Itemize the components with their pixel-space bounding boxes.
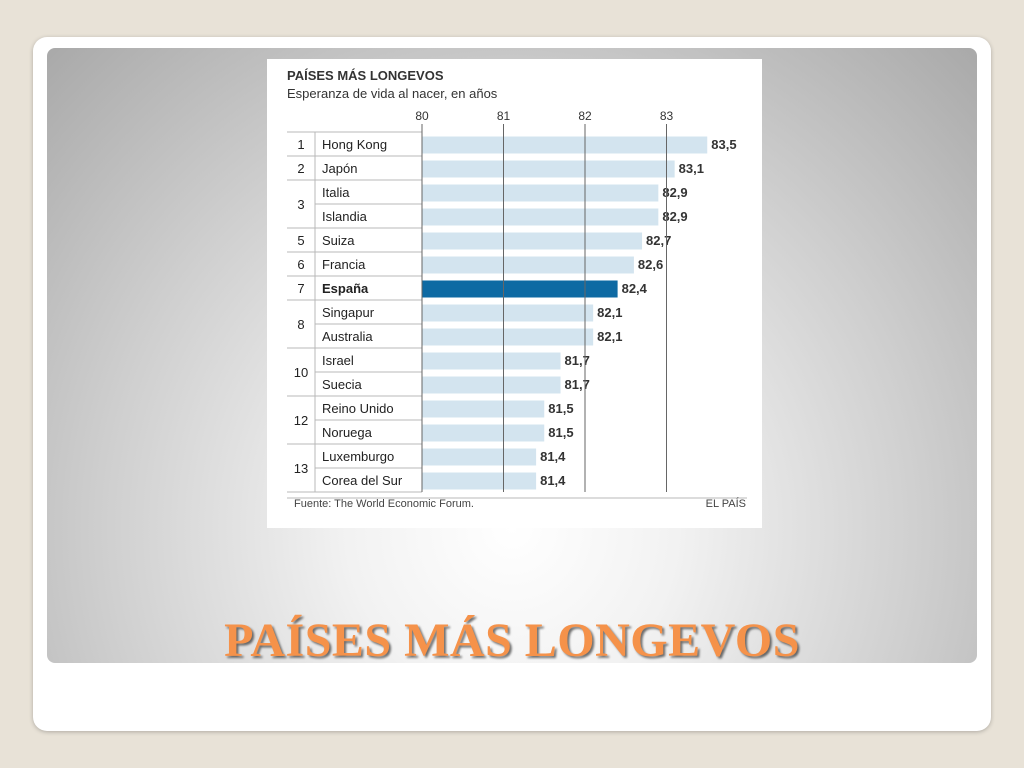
value-label: 83,5 bbox=[711, 137, 736, 152]
country-label: Noruega bbox=[322, 425, 373, 440]
bar bbox=[422, 304, 594, 322]
tick-label: 82 bbox=[578, 109, 592, 123]
rank-label: 13 bbox=[294, 461, 308, 476]
country-label: Hong Kong bbox=[322, 137, 387, 152]
rank-label: 2 bbox=[297, 161, 304, 176]
rank-label: 7 bbox=[297, 281, 304, 296]
bar bbox=[422, 352, 561, 370]
slide-title: PAÍSES MÁS LONGEVOS bbox=[224, 614, 800, 667]
value-label: 81,4 bbox=[540, 473, 566, 488]
chart-title: PAÍSES MÁS LONGEVOS bbox=[287, 68, 444, 83]
rank-label: 1 bbox=[297, 137, 304, 152]
country-label: Suiza bbox=[322, 233, 355, 248]
rank-label: 10 bbox=[294, 365, 308, 380]
country-label: Singapur bbox=[322, 305, 375, 320]
bar bbox=[422, 256, 634, 274]
chart-subtitle: Esperanza de vida al nacer, en años bbox=[287, 86, 498, 101]
country-label: Suecia bbox=[322, 377, 363, 392]
chart-card: PAÍSES MÁS LONGEVOS Esperanza de vida al… bbox=[267, 59, 762, 528]
bar bbox=[422, 280, 618, 298]
rank-label: 6 bbox=[297, 257, 304, 272]
value-label: 82,1 bbox=[597, 329, 622, 344]
bar bbox=[422, 472, 537, 490]
country-label: Japón bbox=[322, 161, 357, 176]
country-label: Corea del Sur bbox=[322, 473, 403, 488]
country-label: Reino Unido bbox=[322, 401, 394, 416]
tick-label: 83 bbox=[660, 109, 674, 123]
country-label: Israel bbox=[322, 353, 354, 368]
value-label: 82,1 bbox=[597, 305, 622, 320]
country-label: Francia bbox=[322, 257, 366, 272]
bar bbox=[422, 400, 545, 418]
country-label: España bbox=[322, 281, 369, 296]
value-label: 81,4 bbox=[540, 449, 566, 464]
bar bbox=[422, 424, 545, 442]
country-label: Islandia bbox=[322, 209, 368, 224]
rank-label: 12 bbox=[294, 413, 308, 428]
value-label: 82,6 bbox=[638, 257, 663, 272]
rank-label: 8 bbox=[297, 317, 304, 332]
value-label: 82,7 bbox=[646, 233, 671, 248]
tick-label: 80 bbox=[415, 109, 429, 123]
bar bbox=[422, 328, 594, 346]
bar bbox=[422, 208, 659, 226]
brand-credit: EL PAÍS bbox=[705, 498, 746, 510]
value-label: 81,7 bbox=[565, 377, 590, 392]
value-label: 81,5 bbox=[548, 401, 573, 416]
value-label: 81,5 bbox=[548, 425, 573, 440]
value-label: 83,1 bbox=[679, 161, 704, 176]
value-label: 82,9 bbox=[662, 209, 687, 224]
value-label: 82,4 bbox=[622, 281, 648, 296]
value-label: 82,9 bbox=[662, 185, 687, 200]
bar-chart: Hong Kong 83,5 Japón 83,1 Italia 82,9 Islandia… bbox=[287, 109, 747, 499]
country-label: Italia bbox=[322, 185, 350, 200]
bar bbox=[422, 136, 708, 154]
country-label: Australia bbox=[322, 329, 373, 344]
rank-label: 3 bbox=[297, 197, 304, 212]
bar bbox=[422, 232, 643, 250]
bar bbox=[422, 448, 537, 466]
bar bbox=[422, 376, 561, 394]
rank-label: 5 bbox=[297, 233, 304, 248]
value-label: 81,7 bbox=[565, 353, 590, 368]
bar bbox=[422, 160, 675, 178]
bar bbox=[422, 184, 659, 202]
source-note: Fuente: The World Economic Forum. bbox=[294, 498, 474, 510]
country-label: Luxemburgo bbox=[322, 449, 394, 464]
tick-label: 81 bbox=[497, 109, 511, 123]
